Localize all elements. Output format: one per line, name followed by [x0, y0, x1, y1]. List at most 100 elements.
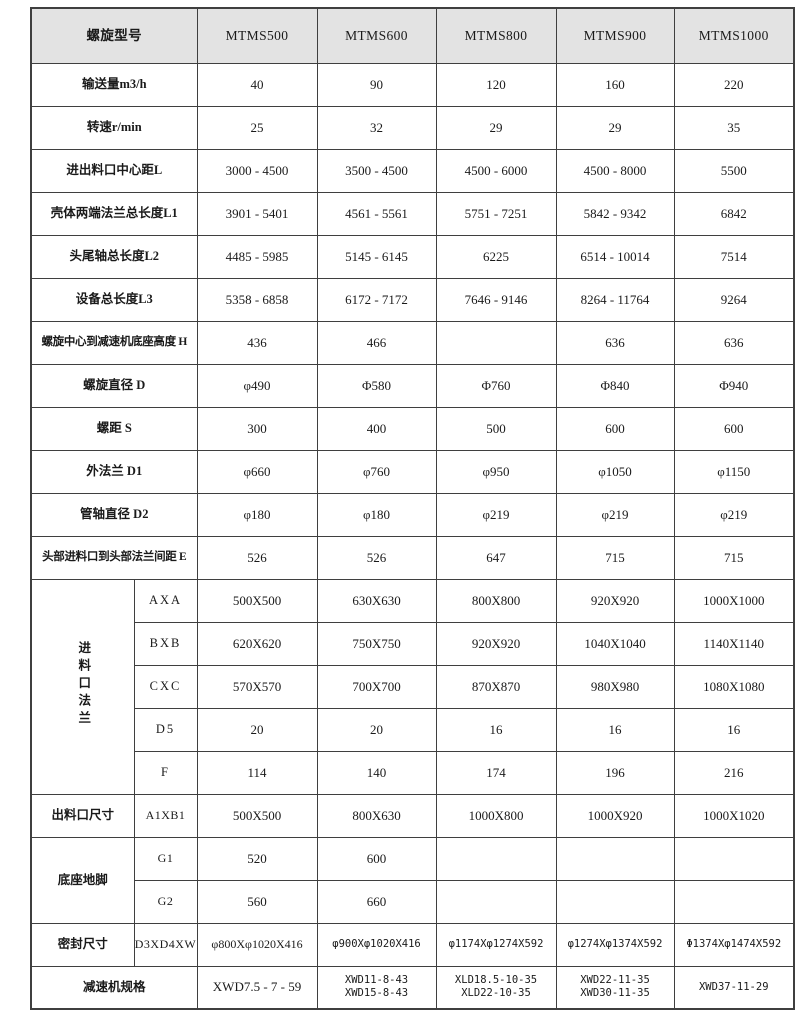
- table-row: 螺距 S 300 400 500 600 600: [30, 406, 795, 451]
- value-cell: 8264 - 11764: [555, 277, 675, 322]
- value-cell: 4561 - 5561: [316, 191, 437, 236]
- value-cell: XLD18.5-10-35 XLD22-10-35: [435, 965, 557, 1010]
- value-cell: [673, 879, 795, 924]
- base-group-label: 底座地脚: [30, 836, 135, 924]
- value-cell: 750X750: [316, 621, 437, 666]
- value-cell: 35: [673, 105, 795, 150]
- value-cell: 6842: [673, 191, 795, 236]
- value-cell: 6514 - 10014: [555, 234, 675, 279]
- value-cell: 600: [673, 406, 795, 451]
- value-cell: φ1174Xφ1274X592: [435, 922, 557, 967]
- value-cell: φ950: [435, 449, 557, 494]
- value-cell: 1000X1020: [673, 793, 795, 838]
- table-row: 底座地脚 G1 520 600: [30, 836, 795, 924]
- value-cell: 1040X1040: [555, 621, 675, 666]
- value-cell: 16: [673, 707, 795, 752]
- value-cell: 4500 - 6000: [435, 148, 557, 193]
- value-cell: 40: [196, 62, 318, 107]
- row-label: 设备总长度L3: [30, 277, 198, 322]
- value-cell: 800X800: [435, 578, 557, 623]
- value-cell: 636: [555, 320, 675, 365]
- value-cell: [435, 879, 557, 924]
- sub-label: F: [133, 750, 198, 795]
- value-cell: φ180: [316, 492, 437, 537]
- table-row: 螺旋中心到减速机底座高度 H 436 466 636 636: [30, 320, 795, 365]
- value-cell: 5500: [673, 148, 795, 193]
- value-cell: XWD11-8-43 XWD15-8-43: [316, 965, 437, 1010]
- value-cell: 660: [316, 879, 437, 924]
- sub-label: AXA: [133, 578, 198, 623]
- value-cell: 7646 - 9146: [435, 277, 557, 322]
- value-cell: [435, 320, 557, 365]
- table-row: 头尾轴总长度L2 4485 - 5985 5145 - 6145 6225 65…: [30, 234, 795, 279]
- value-cell: 5358 - 6858: [196, 277, 318, 322]
- value-cell: 636: [673, 320, 795, 365]
- value-cell: XWD7.5 - 7 - 59: [196, 965, 318, 1010]
- value-cell: φ180: [196, 492, 318, 537]
- sub-label: D5: [133, 707, 198, 752]
- row-label: 输送量m3/h: [30, 62, 198, 107]
- row-label: 出料口尺寸: [30, 793, 135, 838]
- table-row: D5 20 20 16 16 16: [31, 707, 795, 752]
- spec-table: 螺旋型号 MTMS500 MTMS600 MTMS800 MTMS900 MTM…: [30, 7, 796, 1010]
- value-cell: [435, 836, 557, 881]
- value-cell: 436: [196, 320, 318, 365]
- value-cell: 400: [316, 406, 437, 451]
- table-row: 转速r/min 25 32 29 29 35: [30, 105, 795, 150]
- row-label: 减速机规格: [30, 965, 198, 1010]
- table-row: 管轴直径 D2 φ180 φ180 φ219 φ219 φ219: [30, 492, 795, 537]
- value-cell: 29: [555, 105, 675, 150]
- value-cell: 630X630: [316, 578, 437, 623]
- value-cell: 220: [673, 62, 795, 107]
- table-row: 壳体两端法兰总长度L1 3901 - 5401 4561 - 5561 5751…: [30, 191, 795, 236]
- value-cell: 1000X920: [555, 793, 675, 838]
- row-label: 进出料口中心距L: [30, 148, 198, 193]
- row-label: 壳体两端法兰总长度L1: [30, 191, 198, 236]
- value-cell: 620X620: [196, 621, 318, 666]
- value-cell: 700X700: [316, 664, 437, 709]
- table-row: 螺旋直径 D φ490 Φ580 Φ760 Φ840 Φ940: [30, 363, 795, 408]
- row-label: 转速r/min: [30, 105, 198, 150]
- value-cell: 600: [316, 836, 437, 881]
- table-row: 头部进料口到头部法兰间距 E 526 526 647 715 715: [30, 535, 795, 580]
- header-row: 螺旋型号 MTMS500 MTMS600 MTMS800 MTMS900 MTM…: [30, 7, 795, 64]
- value-cell: 500X500: [196, 793, 318, 838]
- value-cell: 1080X1080: [673, 664, 795, 709]
- feed-flange-group-label: 进料口法兰: [30, 578, 135, 795]
- value-cell: φ219: [555, 492, 675, 537]
- value-cell: φ219: [673, 492, 795, 537]
- table-row: 设备总长度L3 5358 - 6858 6172 - 7172 7646 - 9…: [30, 277, 795, 322]
- value-cell: 9264: [673, 277, 795, 322]
- model-header: MTMS800: [435, 7, 557, 64]
- value-cell: φ1150: [673, 449, 795, 494]
- value-cell: [555, 836, 675, 881]
- value-cell: 500X500: [196, 578, 318, 623]
- value-cell: φ660: [196, 449, 318, 494]
- value-cell: 1140X1140: [673, 621, 795, 666]
- sub-label: CXC: [133, 664, 198, 709]
- value-cell: 980X980: [555, 664, 675, 709]
- model-header: MTMS500: [196, 7, 318, 64]
- sub-label: BXB: [133, 621, 198, 666]
- sub-label: D3XD4XW: [133, 922, 198, 967]
- value-cell: φ490: [196, 363, 318, 408]
- value-cell: 7514: [673, 234, 795, 279]
- value-cell: 870X870: [435, 664, 557, 709]
- row-label: 头尾轴总长度L2: [30, 234, 198, 279]
- table-row: BXB 620X620 750X750 920X920 1040X1040 11…: [31, 621, 795, 666]
- value-cell: 174: [435, 750, 557, 795]
- value-cell: Φ840: [555, 363, 675, 408]
- value-cell: 5751 - 7251: [435, 191, 557, 236]
- row-label: 螺旋直径 D: [30, 363, 198, 408]
- table-row: 进出料口中心距L 3000 - 4500 3500 - 4500 4500 - …: [30, 148, 795, 193]
- sub-label: G1: [133, 836, 198, 881]
- value-cell: 920X920: [555, 578, 675, 623]
- value-cell: [673, 836, 795, 881]
- value-cell: φ800Xφ1020X416: [196, 922, 318, 967]
- model-header: MTMS1000: [673, 7, 795, 64]
- value-cell: 20: [316, 707, 437, 752]
- sub-label: A1XB1: [133, 793, 198, 838]
- value-cell: 466: [316, 320, 437, 365]
- value-cell: 5842 - 9342: [555, 191, 675, 236]
- row-label: 外法兰 D1: [30, 449, 198, 494]
